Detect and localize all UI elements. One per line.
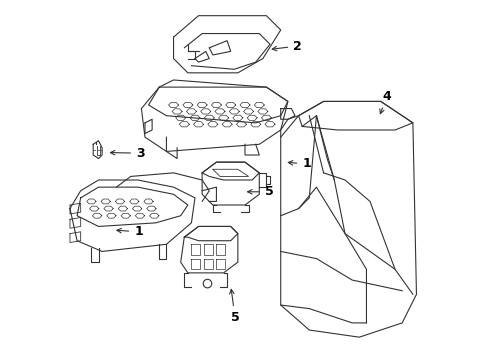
Text: 5: 5 (230, 289, 240, 324)
Text: 5: 5 (247, 185, 273, 198)
Text: 1: 1 (288, 157, 311, 170)
Text: 4: 4 (380, 90, 392, 114)
Text: 1: 1 (117, 225, 143, 238)
Text: 3: 3 (110, 147, 145, 160)
Text: 2: 2 (272, 40, 302, 53)
